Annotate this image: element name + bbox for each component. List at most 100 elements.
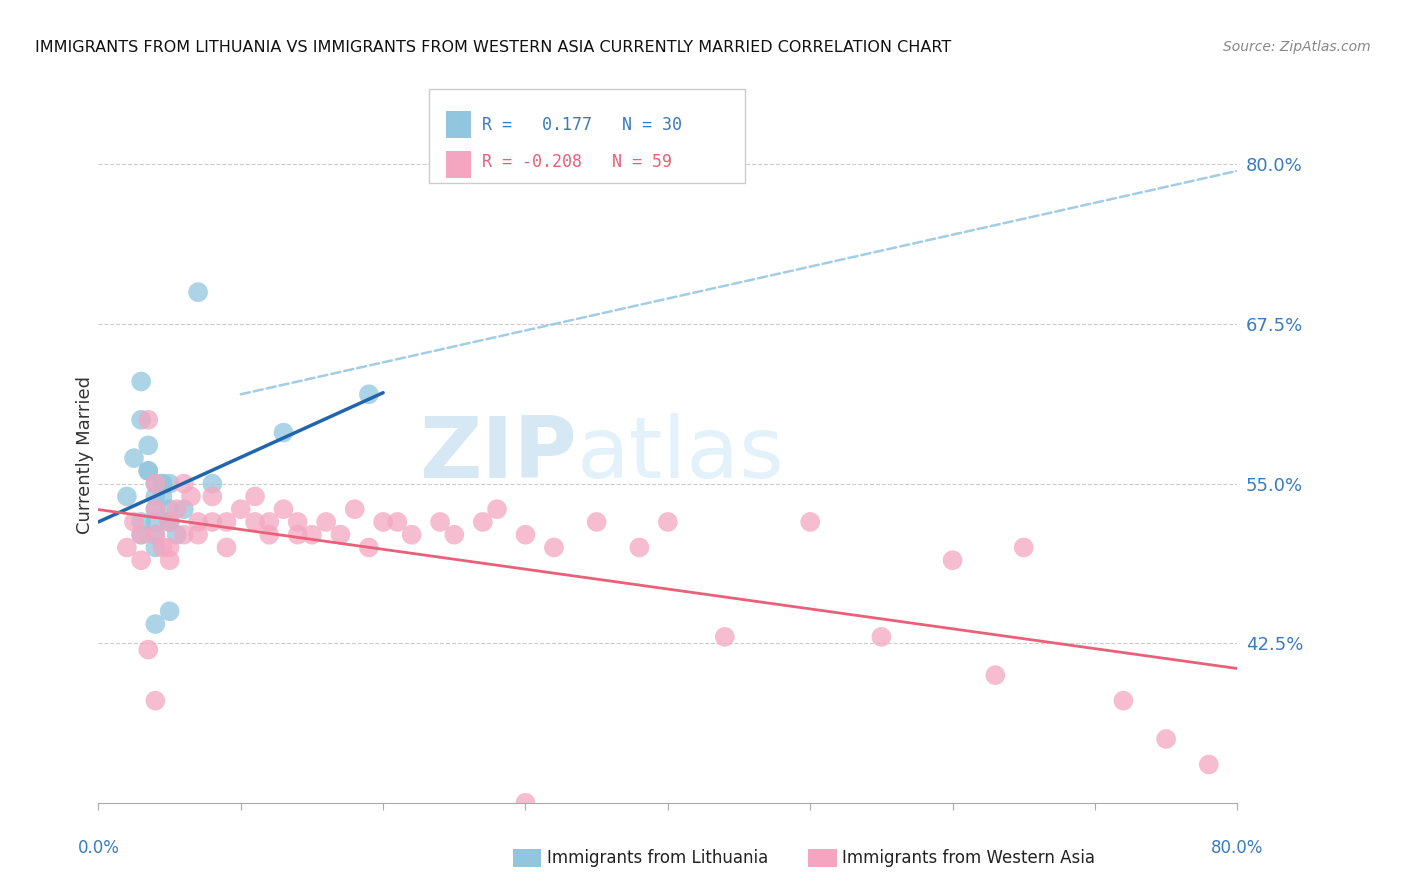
Point [259, 515, 281, 529]
Point [122, 515, 145, 529]
Point [122, 451, 145, 466]
Point [259, 527, 281, 541]
Point [159, 515, 181, 529]
Point [984, 668, 1007, 682]
Text: 0.0%: 0.0% [77, 838, 120, 856]
Point [145, 502, 167, 516]
Point [145, 541, 167, 555]
Point [1012, 541, 1035, 555]
Point [187, 515, 209, 529]
Text: Immigrants from Western Asia: Immigrants from Western Asia [842, 849, 1095, 867]
Point [145, 476, 167, 491]
Point [152, 476, 174, 491]
Point [129, 413, 152, 427]
Point [714, 630, 737, 644]
Point [187, 527, 209, 541]
Point [152, 490, 174, 504]
Point [343, 502, 366, 516]
Point [357, 541, 380, 555]
Point [585, 515, 607, 529]
Text: IMMIGRANTS FROM LITHUANIA VS IMMIGRANTS FROM WESTERN ASIA CURRENTLY MARRIED CORR: IMMIGRANTS FROM LITHUANIA VS IMMIGRANTS … [35, 40, 952, 55]
Point [628, 541, 651, 555]
Point [166, 502, 188, 516]
Text: R = -0.208   N = 59: R = -0.208 N = 59 [482, 153, 672, 171]
Point [173, 476, 195, 491]
Point [145, 694, 167, 708]
Point [145, 617, 167, 632]
Point [287, 515, 309, 529]
Point [443, 527, 465, 541]
Point [201, 490, 224, 504]
Point [152, 476, 174, 491]
Point [243, 515, 266, 529]
Point [152, 541, 174, 555]
Point [329, 527, 352, 541]
Point [657, 515, 679, 529]
Point [515, 796, 537, 810]
Point [243, 490, 266, 504]
Point [471, 515, 494, 529]
Point [373, 515, 395, 529]
Point [799, 515, 821, 529]
Text: R =   0.177   N = 30: R = 0.177 N = 30 [482, 116, 682, 134]
Point [159, 502, 181, 516]
Point [287, 527, 309, 541]
Text: Immigrants from Lithuania: Immigrants from Lithuania [547, 849, 768, 867]
Point [273, 502, 295, 516]
Point [159, 541, 181, 555]
Point [145, 476, 167, 491]
Point [145, 515, 167, 529]
Point [136, 464, 159, 478]
Point [129, 527, 152, 541]
Point [166, 527, 188, 541]
Point [515, 527, 537, 541]
Point [136, 642, 159, 657]
Point [273, 425, 295, 440]
Point [129, 527, 152, 541]
Point [357, 387, 380, 401]
Point [173, 502, 195, 516]
Y-axis label: Currently Married: Currently Married [76, 376, 94, 534]
Point [215, 541, 238, 555]
Point [229, 502, 252, 516]
Point [136, 413, 159, 427]
Point [173, 527, 195, 541]
Point [136, 464, 159, 478]
Point [129, 553, 152, 567]
Point [486, 502, 509, 516]
Point [159, 515, 181, 529]
Point [159, 553, 181, 567]
Point [145, 527, 167, 541]
Point [1112, 694, 1135, 708]
Point [315, 515, 337, 529]
Point [870, 630, 893, 644]
Point [159, 476, 181, 491]
Point [145, 502, 167, 516]
Text: Source: ZipAtlas.com: Source: ZipAtlas.com [1223, 40, 1371, 54]
Point [180, 490, 202, 504]
Point [543, 541, 565, 555]
Point [1198, 757, 1220, 772]
Text: atlas: atlas [576, 413, 785, 497]
Point [429, 515, 451, 529]
Point [159, 604, 181, 618]
Point [942, 553, 965, 567]
Point [301, 527, 323, 541]
Point [136, 438, 159, 452]
Point [387, 515, 409, 529]
Point [401, 527, 423, 541]
Point [159, 515, 181, 529]
Text: 80.0%: 80.0% [1211, 838, 1264, 856]
Point [129, 375, 152, 389]
Point [1154, 731, 1177, 746]
Point [145, 527, 167, 541]
Point [145, 490, 167, 504]
Point [215, 515, 238, 529]
Point [129, 515, 152, 529]
Point [187, 285, 209, 300]
Point [201, 515, 224, 529]
Point [115, 541, 138, 555]
Text: ZIP: ZIP [419, 413, 576, 497]
Point [115, 490, 138, 504]
Point [201, 476, 224, 491]
